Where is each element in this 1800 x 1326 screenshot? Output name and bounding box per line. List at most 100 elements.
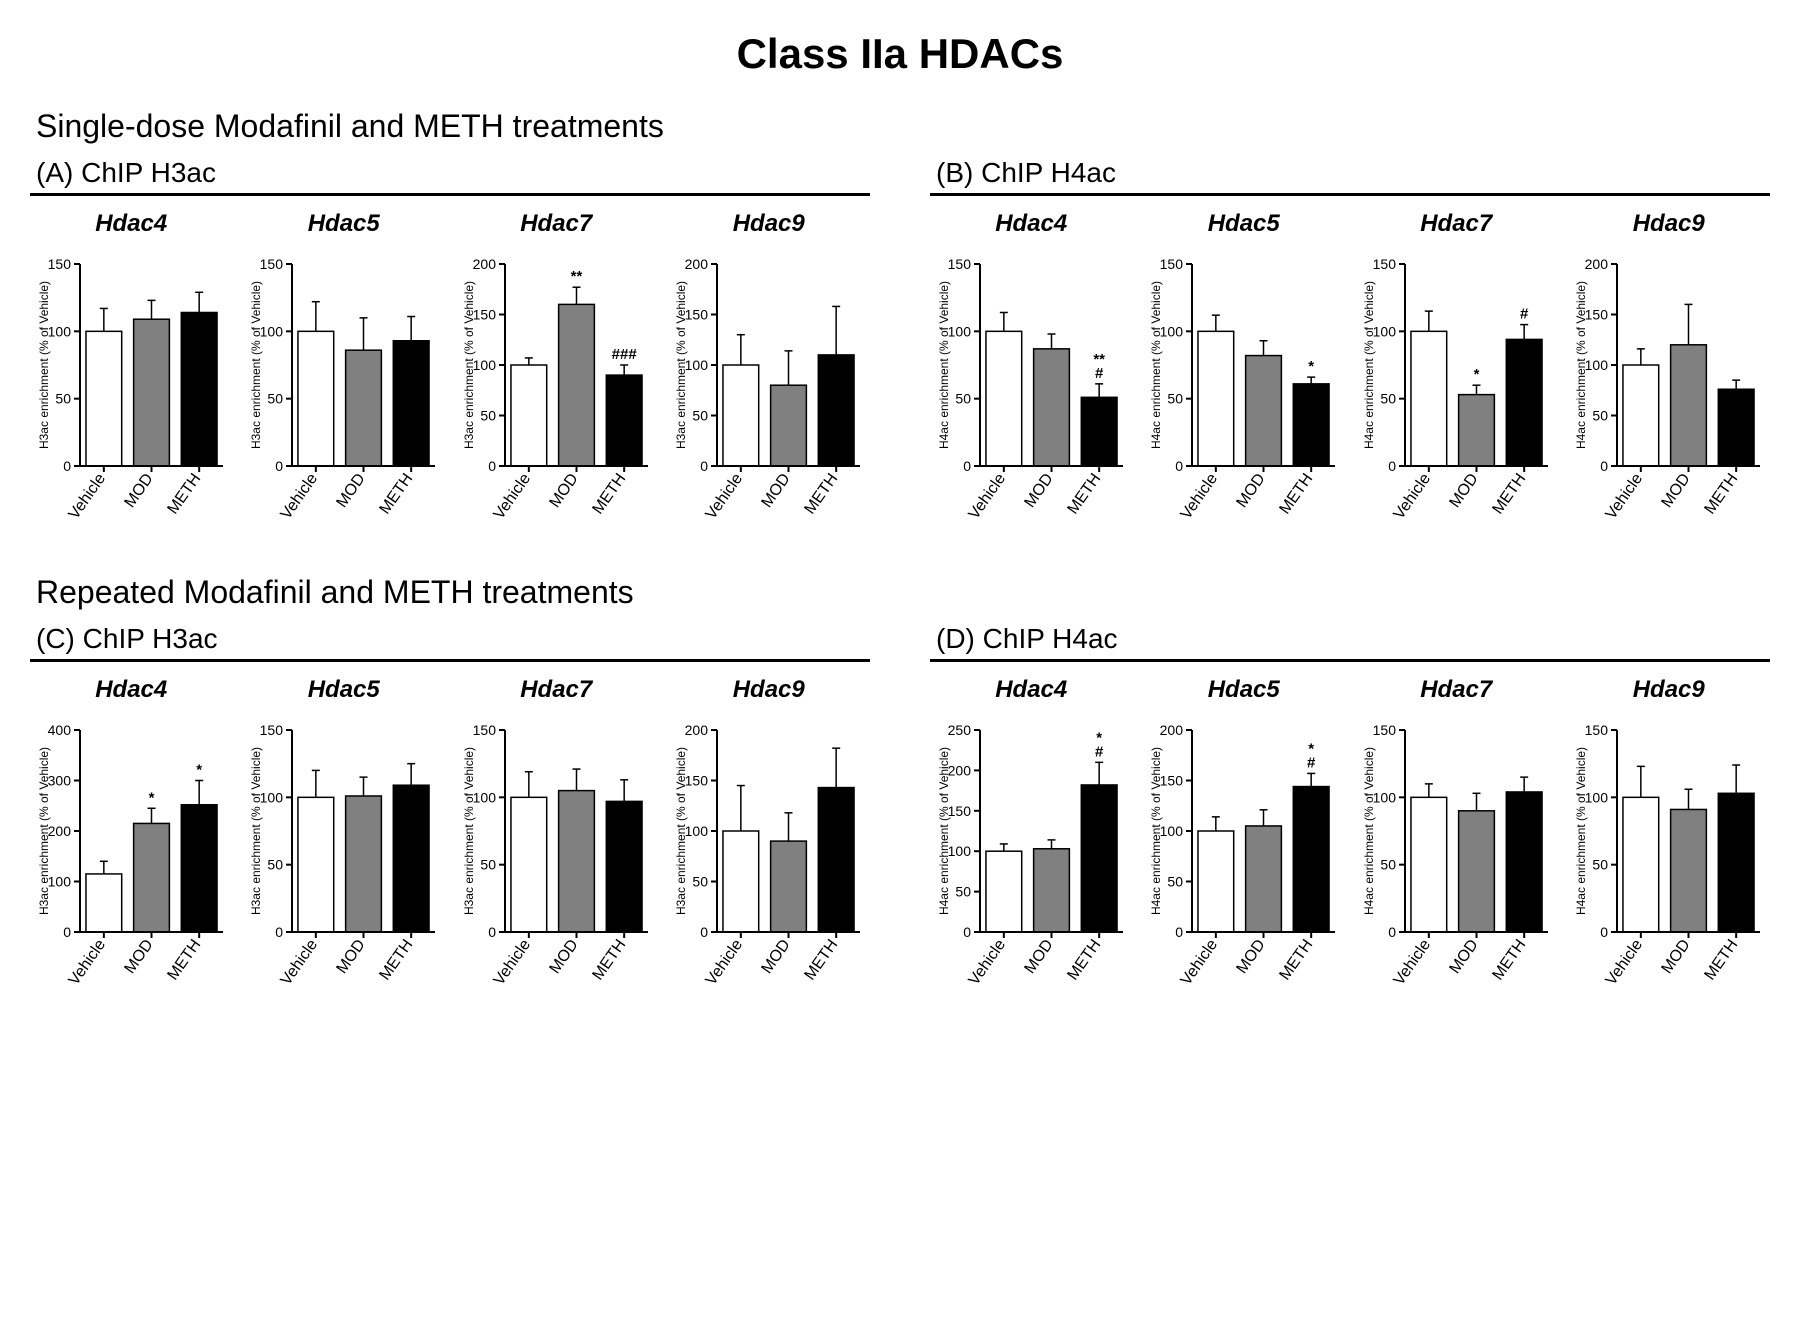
chart-title: Hdac9 <box>733 210 805 238</box>
chart-title: Hdac9 <box>1633 210 1705 238</box>
svg-text:150: 150 <box>685 307 709 323</box>
svg-text:METH: METH <box>1702 937 1742 984</box>
bar <box>1458 395 1494 466</box>
svg-text:400: 400 <box>47 722 71 738</box>
svg-text:0: 0 <box>1388 924 1396 940</box>
svg-text:*: * <box>196 762 202 779</box>
svg-text:100: 100 <box>472 357 496 373</box>
bar <box>1411 797 1447 932</box>
svg-text:150: 150 <box>1585 722 1609 738</box>
svg-text:0: 0 <box>963 924 971 940</box>
svg-text:Vehicle: Vehicle <box>965 936 1009 988</box>
svg-text:100: 100 <box>47 874 71 890</box>
bar-chart: 050100150VehicleMODMETHH3ac enrichment (… <box>246 710 441 1010</box>
svg-text:50: 50 <box>1168 391 1184 407</box>
svg-text:150: 150 <box>1372 722 1396 738</box>
svg-text:100: 100 <box>1372 789 1396 805</box>
svg-text:50: 50 <box>955 391 971 407</box>
panel-C: (C) ChIP H3ac Hdac40100200300400Vehicle*… <box>30 619 870 1010</box>
bar <box>86 874 122 932</box>
svg-text:0: 0 <box>1175 458 1183 474</box>
panel-A: (A) ChIP H3ac Hdac4050100150VehicleMODME… <box>30 153 870 544</box>
svg-text:100: 100 <box>685 823 709 839</box>
svg-text:150: 150 <box>472 722 496 738</box>
row-repeated: (C) ChIP H3ac Hdac40100200300400Vehicle*… <box>30 619 1770 1010</box>
svg-text:METH: METH <box>589 471 629 518</box>
svg-text:100: 100 <box>1585 789 1609 805</box>
chart-title: Hdac4 <box>995 676 1067 704</box>
bar <box>771 841 807 932</box>
svg-text:**: ** <box>570 268 582 285</box>
svg-text:METH: METH <box>1064 937 1104 984</box>
svg-text:0: 0 <box>963 458 971 474</box>
bar <box>1294 787 1330 932</box>
svg-text:H3ac enrichment (% of Vehicle): H3ac enrichment (% of Vehicle) <box>37 281 51 449</box>
svg-text:METH: METH <box>1277 471 1317 518</box>
svg-text:50: 50 <box>1380 857 1396 873</box>
chart-title: Hdac5 <box>1208 210 1280 238</box>
svg-text:#: # <box>1307 754 1316 771</box>
svg-text:100: 100 <box>1372 323 1396 339</box>
svg-text:150: 150 <box>947 803 971 819</box>
svg-text:150: 150 <box>47 256 71 272</box>
bar <box>86 331 122 466</box>
svg-text:150: 150 <box>260 256 284 272</box>
svg-text:#: # <box>1095 365 1104 382</box>
panel-A-rule <box>30 193 870 196</box>
chart-hdac7: Hdac7050100150VehicleMODMETHH4ac enrichm… <box>1355 676 1558 1010</box>
svg-text:H4ac enrichment (% of Vehicle): H4ac enrichment (% of Vehicle) <box>937 747 951 915</box>
chart-title: Hdac9 <box>733 676 805 704</box>
svg-text:100: 100 <box>47 323 71 339</box>
bar <box>1198 331 1234 466</box>
svg-text:100: 100 <box>260 789 284 805</box>
bar <box>1081 397 1117 466</box>
svg-text:H4ac enrichment (% of Vehicle): H4ac enrichment (% of Vehicle) <box>1362 281 1376 449</box>
svg-text:50: 50 <box>955 884 971 900</box>
bar-chart: 050100150VehicleMOD*METHH4ac enrichment … <box>1146 244 1341 544</box>
panel-B-label: (B) ChIP H4ac <box>936 157 1770 189</box>
bar <box>1246 826 1282 932</box>
svg-text:100: 100 <box>1160 323 1184 339</box>
bar <box>1623 797 1659 932</box>
bar-chart: 050100150VehicleMOD**#METHH4ac enrichmen… <box>934 244 1129 544</box>
bar <box>558 791 594 932</box>
svg-text:200: 200 <box>685 256 709 272</box>
svg-text:200: 200 <box>47 823 71 839</box>
chart-hdac4: Hdac4050100150200250VehicleMOD*#METHH4ac… <box>930 676 1133 1010</box>
bar <box>181 312 217 466</box>
svg-text:MOD: MOD <box>334 937 369 977</box>
svg-text:100: 100 <box>260 323 284 339</box>
svg-text:Vehicle: Vehicle <box>490 470 534 522</box>
svg-text:Vehicle: Vehicle <box>965 470 1009 522</box>
chart-title: Hdac5 <box>1208 676 1280 704</box>
bar-chart: 050100150200250VehicleMOD*#METHH4ac enri… <box>934 710 1129 1010</box>
svg-text:METH: METH <box>1489 471 1529 518</box>
svg-text:METH: METH <box>802 937 842 984</box>
svg-text:Vehicle: Vehicle <box>703 470 747 522</box>
bar-chart: 050100150200Vehicle**MOD###METHH3ac enri… <box>459 244 654 544</box>
bar-chart: 050100150VehicleMODMETHH3ac enrichment (… <box>246 244 441 544</box>
bar-chart: 0100200300400Vehicle*MOD*METHH3ac enrich… <box>34 710 229 1010</box>
bar <box>298 331 334 466</box>
svg-text:Vehicle: Vehicle <box>1178 936 1222 988</box>
svg-text:MOD: MOD <box>759 471 794 511</box>
row-single-dose: (A) ChIP H3ac Hdac4050100150VehicleMODME… <box>30 153 1770 544</box>
svg-text:MOD: MOD <box>121 471 156 511</box>
svg-text:H3ac enrichment (% of Vehicle): H3ac enrichment (% of Vehicle) <box>462 747 476 915</box>
svg-text:100: 100 <box>947 843 971 859</box>
svg-text:MOD: MOD <box>759 937 794 977</box>
chart-hdac5: Hdac5050100150VehicleMODMETHH3ac enrichm… <box>243 676 446 1010</box>
svg-text:MOD: MOD <box>1659 471 1694 511</box>
svg-text:H4ac enrichment (% of Vehicle): H4ac enrichment (% of Vehicle) <box>1574 747 1588 915</box>
svg-text:MOD: MOD <box>546 471 581 511</box>
panel-B: (B) ChIP H4ac Hdac4050100150VehicleMOD**… <box>930 153 1770 544</box>
svg-text:*: * <box>148 789 154 806</box>
bar-chart: 050100150VehicleMODMETHH4ac enrichment (… <box>1359 710 1554 1010</box>
svg-text:200: 200 <box>947 762 971 778</box>
svg-text:150: 150 <box>472 307 496 323</box>
svg-text:250: 250 <box>947 722 971 738</box>
chart-title: Hdac9 <box>1633 676 1705 704</box>
bar-chart: 050100150200VehicleMODMETHH4ac enrichmen… <box>1571 244 1766 544</box>
svg-text:50: 50 <box>693 408 709 424</box>
chart-hdac7: Hdac7050100150200Vehicle**MOD###METHH3ac… <box>455 210 658 544</box>
